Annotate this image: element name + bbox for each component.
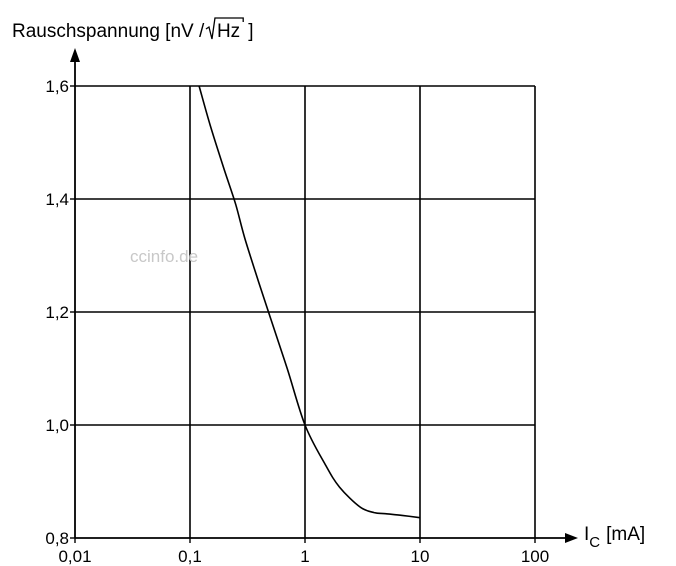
axes <box>70 48 578 543</box>
y-axis-title: Rauschspannung [nV / Hz ] <box>12 17 253 42</box>
sqrt-symbol-icon: Hz <box>205 17 244 42</box>
x-tick-label: 0,01 <box>58 547 91 566</box>
x-tick-label: 10 <box>411 547 430 566</box>
x-tick-label: 100 <box>521 547 549 566</box>
y-tick-label: 1,0 <box>45 416 69 435</box>
series-line-noise-voltage <box>198 86 421 519</box>
y-axis-arrow-icon <box>70 48 80 62</box>
x-tick-label: 1 <box>300 547 309 566</box>
y-tick-label: 0,8 <box>45 529 69 548</box>
watermark-text: ccinfo.de <box>130 247 198 266</box>
series-group <box>198 86 421 519</box>
x-axis-title: IC [mA] <box>584 524 645 551</box>
tick-labels: 0,01 0,1 1 10 100 0,8 1,0 1,2 1,4 1,6 <box>45 77 549 566</box>
grid-lines <box>75 85 536 538</box>
y-tick-label: 1,6 <box>45 77 69 96</box>
y-axis-title-sqrt-argument: Hz <box>217 21 240 42</box>
x-axis-title-unit: [mA] <box>606 524 645 545</box>
y-tick-label: 1,2 <box>45 303 69 322</box>
x-axis-title-symbol: I <box>584 524 589 545</box>
x-tick-label: 0,1 <box>178 547 202 566</box>
y-axis-title-suffix: ] <box>248 21 253 42</box>
x-axis-title-subscript: C <box>589 534 600 551</box>
y-tick-label: 1,4 <box>45 190 69 209</box>
y-axis-title-prefix: Rauschspannung [nV / <box>12 21 205 42</box>
x-axis-arrow-icon <box>565 533 578 543</box>
